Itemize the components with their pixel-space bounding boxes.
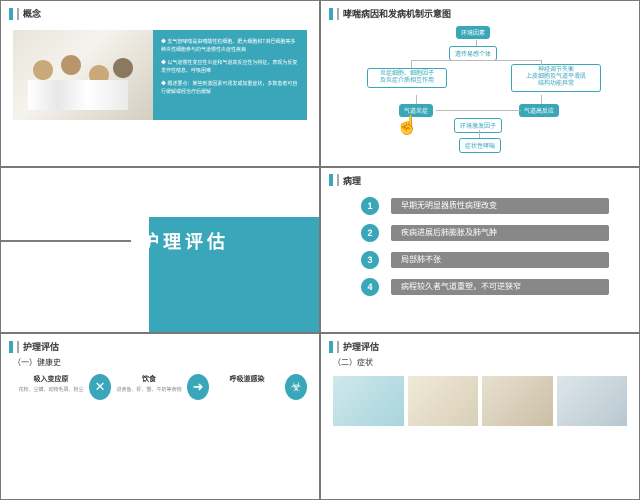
list-item: 2疾病进展后肺膨胀及肺气肿 (361, 224, 609, 242)
flowchart: 环境因素 遗传易感个体 炎症细胞、细胞因子 及炎症介质相互作用 神经调节失衡 上… (321, 20, 639, 160)
health-col: 饮食 进食鱼、虾、蟹、牛奶等食物 (111, 374, 187, 393)
node-left: 炎症细胞、细胞因子 及炎症介质相互作用 (367, 68, 447, 88)
medical-photo (557, 376, 628, 426)
node-trigger: 环境激发因子 (454, 118, 502, 133)
slide-title: 护理评估 (23, 340, 59, 353)
slide-assess-health: 护理评估 （一）健康史 吸入变应原 花粉、尘螨、动物毛屑、粉尘 ✕ 饮食 进食鱼… (0, 333, 320, 500)
health-col: 呼吸道感染 (209, 374, 285, 386)
slide-header: 概念 (1, 1, 319, 20)
medical-photo (333, 376, 404, 426)
list-item: 1早期无明显器质性病理改变 (361, 197, 609, 215)
slide-assess-symptom: 护理评估 （二）症状 (320, 333, 640, 500)
node-hyper: 气道高反应 (519, 104, 559, 117)
slide-section: 护理评估 (0, 167, 320, 334)
node-symp: 症状性哮喘 (459, 138, 501, 153)
medical-photo (482, 376, 553, 426)
slide-title: 护理评估 (343, 340, 379, 353)
section-title: 护理评估 (141, 228, 229, 254)
slide-title: 哮喘病因和发病机制示意图 (343, 7, 451, 20)
slide-flowchart: 哮喘病因和发病机制示意图 环境因素 遗传易感个体 炎症细胞、细胞因子 及炎症介质… (320, 0, 640, 167)
subheading: （二）症状 (333, 357, 627, 368)
list-item: 3局部肺不张 (361, 251, 609, 269)
pathology-list: 1早期无明显器质性病理改变 2疾病进展后肺膨胀及肺气肿 3局部肺不张 4病程较久… (321, 187, 639, 296)
node-inherit: 遗传易感个体 (449, 46, 497, 61)
virus-icon: ☣ (285, 374, 307, 400)
concept-photo (13, 30, 153, 120)
slide-concept: 概念 支气管哮喘是由嗜酸性粒细胞、肥大细胞和T淋巴细胞等多种炎性细胞参与的气道慢… (0, 0, 320, 167)
concept-text: 支气管哮喘是由嗜酸性粒细胞、肥大细胞和T淋巴细胞等多种炎性细胞参与的气道慢性炎症… (153, 30, 307, 120)
medical-photo (408, 376, 479, 426)
node-env: 环境因素 (456, 26, 490, 39)
slide-pathology: 病理 1早期无明显器质性病理改变 2疾病进展后肺膨胀及肺气肿 3局部肺不张 4病… (320, 167, 640, 334)
divider-line (1, 240, 131, 242)
slide-title: 概念 (23, 7, 41, 20)
list-item: 4病程较久者气道重塑，不可逆狭窄 (361, 278, 609, 296)
node-right: 神经调节失衡 上皮细胞及气道平滑肌 结构功能异常 (511, 64, 601, 92)
slide-title: 病理 (343, 174, 361, 187)
subheading: （一）健康史 (13, 357, 307, 368)
pointer-hand-icon (396, 115, 414, 137)
person-icon: ✕ (89, 374, 111, 400)
symptom-photos (333, 376, 627, 426)
health-col: 吸入变应原 花粉、尘螨、动物毛屑、粉尘 (13, 374, 89, 393)
food-icon: ➜ (187, 374, 209, 400)
